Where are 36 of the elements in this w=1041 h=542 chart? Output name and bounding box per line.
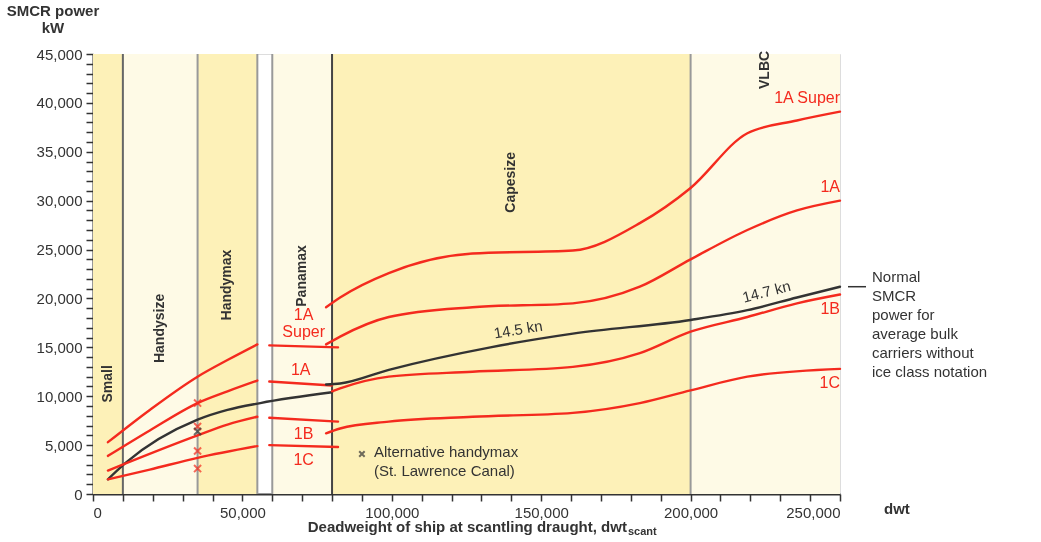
x-tick-label: 250,000: [786, 503, 841, 521]
y-tick-label: 35,000: [36, 143, 83, 161]
y-tick-label: 20,000: [36, 289, 83, 307]
band-label: Capesize: [502, 151, 519, 213]
text: dwt: [884, 500, 910, 517]
x-tick-label: 0: [93, 503, 102, 521]
x-tick-label: 100,000: [365, 503, 420, 521]
series-label: 1B: [293, 424, 314, 442]
y-tick-label: 10,000: [36, 387, 83, 405]
band-label: Handysize: [151, 293, 168, 364]
x-tick-label: 150,000: [514, 503, 569, 521]
series-label: 1A Super: [774, 88, 841, 106]
annotation: 14.5 kn: [492, 316, 544, 342]
y-tick-label: 40,000: [36, 94, 83, 112]
legend-label: Alternative handymax (St. Lawrence Canal): [373, 443, 519, 479]
band-label: Handymax: [218, 249, 235, 321]
series-label: 1A: [820, 177, 841, 195]
y-tick-label: 30,000: [36, 192, 83, 210]
y-tick-label: 45,000: [36, 45, 83, 63]
y-tick-label: 0: [74, 485, 83, 503]
legend-label: Normal SMCR power for average bulk carriers without ice class notation: [872, 267, 988, 380]
series-label: 1C: [819, 373, 840, 391]
series-label: 1B: [820, 299, 840, 317]
x-tick-label: 200,000: [663, 503, 719, 521]
x-tick-label: 50,000: [219, 503, 266, 521]
band-label: VLBC: [756, 50, 773, 90]
y-tick-label: 15,000: [36, 338, 83, 356]
band-label: Panamax: [293, 245, 310, 307]
y-axis-title: SMCR power kW: [6, 2, 100, 36]
y-tick-label: 5,000: [44, 436, 83, 454]
series-label: 1A Super: [282, 306, 326, 341]
band-label: Small: [98, 365, 115, 403]
series-label: 1A: [290, 360, 311, 378]
y-tick-label: 25,000: [36, 241, 83, 259]
annotation: 14.7 kn: [740, 276, 793, 306]
series-label: 1C: [293, 451, 314, 469]
